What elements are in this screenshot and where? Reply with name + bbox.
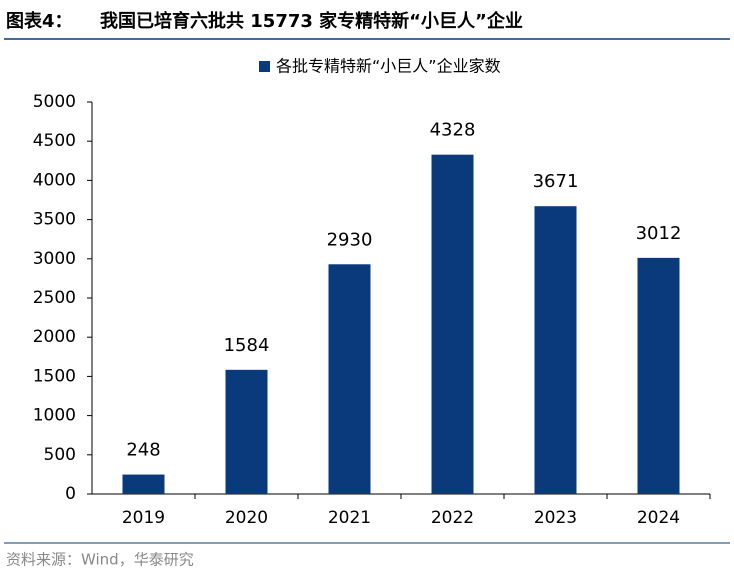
y-tick-label: 4000: [33, 170, 76, 190]
x-tick-label: 2022: [431, 508, 474, 528]
legend-swatch: [259, 61, 270, 72]
source: 资料来源：Wind，华泰研究: [6, 551, 194, 569]
bar: [122, 474, 165, 494]
value-label: 3671: [533, 171, 579, 192]
figure-label: 图表4：: [6, 10, 73, 32]
legend-label: 各批专精特新“小巨人”企业家数: [276, 57, 501, 76]
y-tick-label: 2000: [33, 327, 76, 347]
chart-title: 我国已培育六批共 15773 家专精特新“小巨人”企业: [100, 10, 523, 32]
bar: [534, 206, 577, 494]
y-tick-label: 3500: [33, 210, 76, 230]
value-label: 248: [126, 440, 160, 461]
value-label: 3012: [636, 223, 682, 244]
value-label: 2930: [327, 229, 373, 250]
value-label: 1584: [224, 335, 270, 356]
x-tick-label: 2023: [534, 508, 577, 528]
value-label: 4328: [430, 120, 476, 141]
bar: [328, 264, 371, 494]
y-tick-label: 4500: [33, 131, 76, 151]
y-tick-label: 1000: [33, 406, 76, 426]
x-tick-label: 2020: [225, 508, 268, 528]
bar: [225, 369, 268, 494]
y-tick-label: 0: [65, 484, 76, 504]
x-tick-label: 2021: [328, 508, 371, 528]
bar: [637, 257, 680, 494]
y-tick-label: 2500: [33, 288, 76, 308]
x-tick-label: 2024: [637, 508, 680, 528]
y-tick-label: 1500: [33, 366, 76, 386]
x-tick-label: 2019: [122, 508, 165, 528]
y-tick-label: 500: [44, 445, 76, 465]
y-tick-label: 3000: [33, 249, 76, 269]
bar: [431, 154, 474, 494]
y-tick-label: 5000: [33, 92, 76, 112]
